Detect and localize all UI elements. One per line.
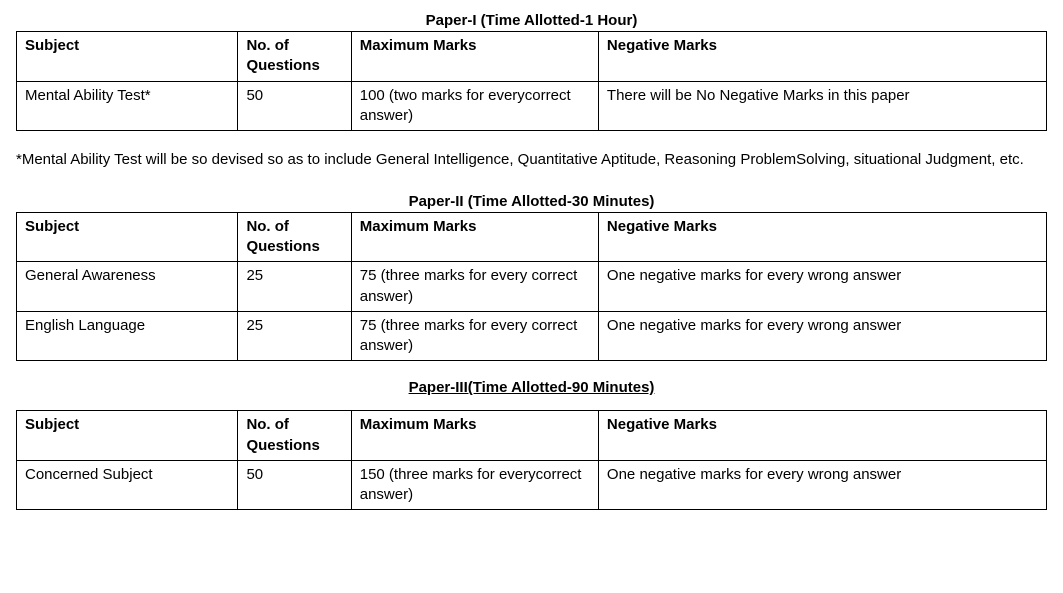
col-subject-header: Subject bbox=[17, 411, 238, 461]
paper1-title: Paper-I (Time Allotted-1 Hour) bbox=[16, 12, 1047, 29]
cell-subject: Concerned Subject bbox=[17, 460, 238, 510]
col-maxmarks-header: Maximum Marks bbox=[351, 212, 598, 262]
col-questions-header: No. of Questions bbox=[238, 411, 351, 461]
cell-maxmarks: 100 (two marks for everycorrect answer) bbox=[351, 81, 598, 131]
col-questions-header: No. of Questions bbox=[238, 32, 351, 82]
cell-subject: English Language bbox=[17, 311, 238, 361]
col-negmarks-header: Negative Marks bbox=[598, 212, 1046, 262]
table-row: General Awareness 25 75 (three marks for… bbox=[17, 262, 1047, 312]
col-negmarks-header: Negative Marks bbox=[598, 411, 1046, 461]
table-row: Concerned Subject 50 150 (three marks fo… bbox=[17, 460, 1047, 510]
cell-subject: General Awareness bbox=[17, 262, 238, 312]
cell-questions: 50 bbox=[238, 460, 351, 510]
paper3-table: Subject No. of Questions Maximum Marks N… bbox=[16, 410, 1047, 510]
table-header-row: Subject No. of Questions Maximum Marks N… bbox=[17, 212, 1047, 262]
cell-subject: Mental Ability Test* bbox=[17, 81, 238, 131]
table-header-row: Subject No. of Questions Maximum Marks N… bbox=[17, 411, 1047, 461]
table-row: English Language 25 75 (three marks for … bbox=[17, 311, 1047, 361]
cell-negmarks: One negative marks for every wrong answe… bbox=[598, 262, 1046, 312]
col-subject-header: Subject bbox=[17, 32, 238, 82]
paper1-table: Subject No. of Questions Maximum Marks N… bbox=[16, 31, 1047, 131]
cell-maxmarks: 75 (three marks for every correct answer… bbox=[351, 311, 598, 361]
cell-negmarks: One negative marks for every wrong answe… bbox=[598, 460, 1046, 510]
paper2-title: Paper-II (Time Allotted-30 Minutes) bbox=[16, 193, 1047, 210]
paper2-table: Subject No. of Questions Maximum Marks N… bbox=[16, 212, 1047, 362]
col-subject-header: Subject bbox=[17, 212, 238, 262]
col-maxmarks-header: Maximum Marks bbox=[351, 32, 598, 82]
paper3-title: Paper-III(Time Allotted-90 Minutes) bbox=[16, 379, 1047, 396]
cell-maxmarks: 75 (three marks for every correct answer… bbox=[351, 262, 598, 312]
table-row: Mental Ability Test* 50 100 (two marks f… bbox=[17, 81, 1047, 131]
cell-negmarks: There will be No Negative Marks in this … bbox=[598, 81, 1046, 131]
col-questions-header: No. of Questions bbox=[238, 212, 351, 262]
cell-questions: 25 bbox=[238, 262, 351, 312]
cell-questions: 50 bbox=[238, 81, 351, 131]
col-negmarks-header: Negative Marks bbox=[598, 32, 1046, 82]
col-maxmarks-header: Maximum Marks bbox=[351, 411, 598, 461]
table-header-row: Subject No. of Questions Maximum Marks N… bbox=[17, 32, 1047, 82]
cell-negmarks: One negative marks for every wrong answe… bbox=[598, 311, 1046, 361]
paper1-footnote: *Mental Ability Test will be so devised … bbox=[16, 149, 1047, 171]
cell-maxmarks: 150 (three marks for everycorrect answer… bbox=[351, 460, 598, 510]
cell-questions: 25 bbox=[238, 311, 351, 361]
